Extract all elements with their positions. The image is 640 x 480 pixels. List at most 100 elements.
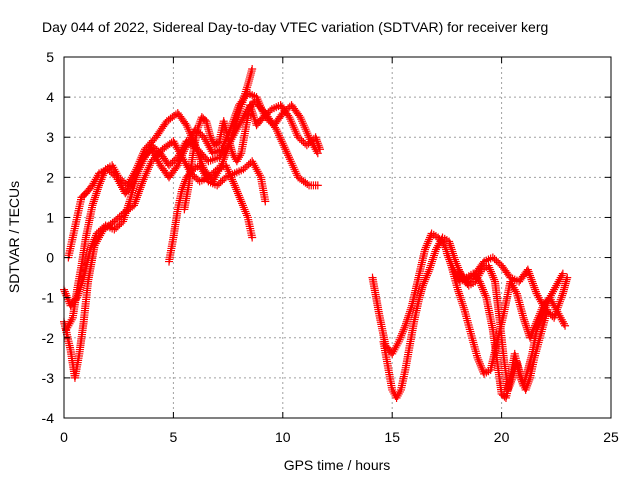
data-point-marker <box>526 271 535 280</box>
data-point-marker <box>487 269 496 278</box>
data-point-marker <box>445 239 454 248</box>
data-point-marker <box>475 359 484 368</box>
data-point-marker <box>298 119 307 128</box>
data-point-marker <box>181 159 190 168</box>
data-point-marker <box>488 271 497 280</box>
data-point-marker <box>247 105 256 114</box>
data-point-marker <box>444 253 453 262</box>
data-point-marker <box>447 259 456 268</box>
data-point-marker <box>77 279 86 288</box>
data-point-marker <box>475 357 484 366</box>
data-point-marker <box>196 163 205 172</box>
data-point-marker <box>233 189 242 198</box>
data-point-marker <box>121 209 130 218</box>
data-point-marker <box>231 111 240 120</box>
data-point-marker <box>121 211 130 220</box>
data-point-marker <box>253 95 262 104</box>
data-point-marker <box>256 103 265 112</box>
data-point-marker <box>93 187 102 196</box>
data-point-marker <box>113 175 122 184</box>
data-point-marker <box>278 139 287 148</box>
data-point-marker <box>205 143 214 152</box>
data-point-marker <box>554 301 563 310</box>
data-point-marker <box>509 283 518 292</box>
data-point-marker <box>298 117 307 126</box>
chart-title: Day 044 of 2022, Sidereal Day-to-day VTE… <box>42 19 548 35</box>
data-point-marker <box>526 333 535 342</box>
data-point-marker <box>453 285 462 294</box>
data-point-marker <box>400 323 409 332</box>
data-point-marker <box>525 269 534 278</box>
data-point-marker <box>521 385 530 394</box>
data-point-marker <box>248 65 257 74</box>
data-point-marker <box>179 147 188 156</box>
data-point-marker <box>536 315 545 324</box>
data-point-marker <box>277 137 286 146</box>
data-point-marker <box>91 193 100 202</box>
data-point-marker <box>388 385 397 394</box>
data-point-marker <box>77 281 86 290</box>
data-point-marker <box>144 163 153 172</box>
data-point-marker <box>313 181 322 190</box>
data-point-marker <box>508 281 517 290</box>
data-point-marker <box>252 93 261 102</box>
data-point-marker <box>256 101 265 110</box>
data-point-marker <box>284 153 293 162</box>
data-point-marker <box>428 255 437 264</box>
data-point-marker <box>73 291 82 300</box>
data-point-marker <box>232 109 241 118</box>
data-point-marker <box>447 261 456 270</box>
data-point-marker <box>396 333 405 342</box>
data-point-marker <box>389 347 398 356</box>
data-point-marker <box>88 239 97 248</box>
data-point-marker <box>457 295 466 304</box>
data-point-marker <box>75 285 84 294</box>
data-point-marker <box>475 277 484 286</box>
data-point-marker <box>550 311 559 320</box>
data-point-marker <box>217 145 226 154</box>
y-tick-label: -3 <box>42 370 55 386</box>
data-point-marker <box>388 349 397 358</box>
data-point-marker <box>147 145 156 154</box>
data-point-marker <box>136 183 145 192</box>
data-point-marker <box>489 273 498 282</box>
data-point-marker <box>237 197 246 206</box>
data-point-marker <box>549 287 558 296</box>
data-point-marker <box>200 169 209 178</box>
data-point-marker <box>394 337 403 346</box>
data-point-marker <box>64 321 73 330</box>
series-track-j <box>453 253 572 322</box>
data-point-marker <box>433 243 442 252</box>
data-point-marker <box>135 163 144 172</box>
data-point-marker <box>88 201 97 210</box>
data-point-marker <box>394 389 403 398</box>
data-point-marker <box>397 331 406 340</box>
data-point-marker <box>419 279 428 288</box>
data-point-marker <box>515 369 524 378</box>
data-point-marker <box>233 187 242 196</box>
y-tick-label: 3 <box>46 129 54 145</box>
data-point-marker <box>404 311 413 320</box>
data-point-marker <box>550 313 559 322</box>
data-point-marker <box>71 295 80 304</box>
data-point-marker <box>424 267 433 276</box>
data-point-marker <box>406 305 415 314</box>
data-point-marker <box>556 295 565 304</box>
data-point-marker <box>218 159 227 168</box>
data-point-marker <box>88 181 97 190</box>
data-point-marker <box>176 155 185 164</box>
data-point-marker <box>182 121 191 130</box>
data-point-marker <box>138 177 147 186</box>
data-point-marker <box>447 245 456 254</box>
data-point-marker <box>229 117 238 126</box>
y-tick-label: 0 <box>46 250 54 266</box>
data-point-marker <box>143 167 152 176</box>
data-point-marker <box>311 133 320 142</box>
data-point-marker <box>90 177 99 186</box>
data-point-marker <box>148 147 157 156</box>
data-point-marker <box>280 143 289 152</box>
data-point-marker <box>446 257 455 266</box>
data-point-marker <box>421 275 430 284</box>
data-point-marker <box>114 177 123 186</box>
